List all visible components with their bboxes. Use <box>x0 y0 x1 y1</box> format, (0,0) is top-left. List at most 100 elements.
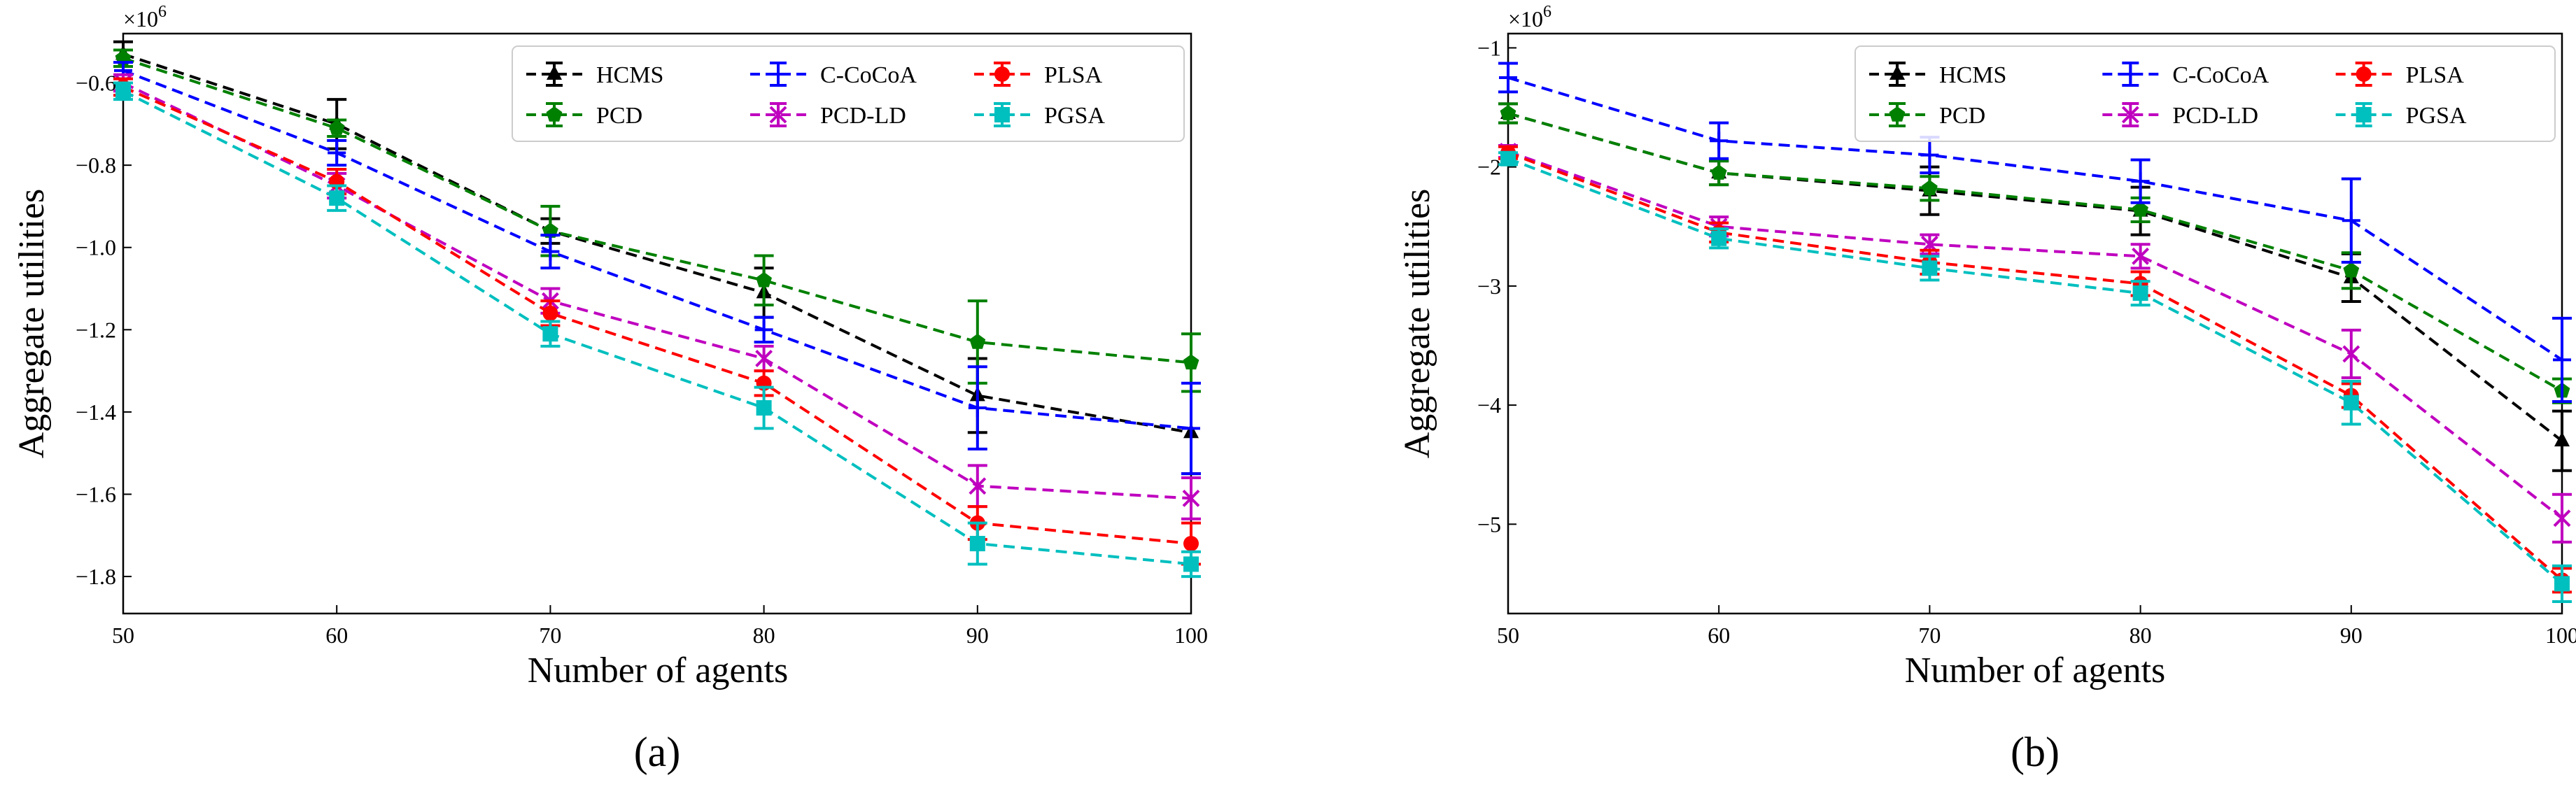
y-tick-label: −2 <box>1477 155 1501 180</box>
data-point <box>2343 262 2360 278</box>
series-line <box>122 85 1192 545</box>
y-tick-label: −1.2 <box>76 317 116 342</box>
data-point <box>756 271 772 288</box>
x-tick-label: 60 <box>325 623 348 648</box>
x-tick-label: 100 <box>1174 623 1208 648</box>
legend-marker <box>994 107 1010 122</box>
legend-marker <box>994 66 1010 82</box>
data-point <box>542 326 558 342</box>
legend-label: C-CoCoA <box>820 62 917 88</box>
series-line <box>1507 76 2563 362</box>
data-point <box>1183 536 1199 552</box>
data-point <box>1922 180 1938 195</box>
y-tick-label: −0.8 <box>76 153 116 178</box>
legend-marker <box>1889 65 1905 80</box>
data-point <box>1710 132 1729 150</box>
series-hcms <box>1498 102 2572 472</box>
legend-marker <box>2356 66 2372 82</box>
chart-panel-b: 50 60 70 80 90 100 −1 −2 −3 −4 −5 ×106 Number of age… <box>1398 3 2576 775</box>
data-point <box>2342 345 2360 363</box>
data-point <box>542 305 558 321</box>
legend-marker <box>2121 106 2139 124</box>
data-point <box>2131 172 2150 191</box>
series-line <box>1507 150 2563 520</box>
y-tick-label: −1 <box>1477 35 1501 60</box>
series-plsa <box>113 77 1201 566</box>
data-point <box>1499 68 1517 87</box>
y-tick-label: −1.4 <box>76 399 116 425</box>
data-point <box>756 400 772 416</box>
data-point <box>2553 350 2571 369</box>
panel-label: (b) <box>2011 729 2060 775</box>
series-line <box>1507 112 2563 392</box>
y-axis: −1 −2 −3 −4 −5 <box>1477 35 1516 537</box>
legend-entry: PLSA <box>2335 62 2464 88</box>
x-tick-label: 80 <box>2130 623 2152 648</box>
x-tick-label: 70 <box>539 623 561 648</box>
panel-label-text: (b) <box>2011 729 2060 775</box>
legend-entry: PGSA <box>2335 102 2467 129</box>
x-tick-label: 70 <box>1918 623 1941 648</box>
series-line <box>122 90 1192 566</box>
legend-label: PGSA <box>2406 103 2467 129</box>
legend-label: PCD-LD <box>820 103 906 129</box>
y-tick-label: −0.6 <box>76 71 116 96</box>
series-c-cocoa <box>1498 62 2572 403</box>
series-plsa <box>1498 145 2572 594</box>
y-tick-label: −4 <box>1477 392 1501 418</box>
y-tick-label: −1.8 <box>76 564 116 589</box>
legend-label: HCMS <box>1939 62 2006 88</box>
y-scale-multiplier: ×106 <box>1508 3 1551 31</box>
legend-entry: HCMS <box>1869 62 2006 88</box>
panel-label-text: (a) <box>634 729 681 775</box>
legend: HCMS PCD C-CoCoA PCD-LD PLSA PGSA <box>512 45 1185 142</box>
y-scale-multiplier-base: ×10 <box>1508 6 1543 31</box>
legend-marker <box>1889 106 1906 122</box>
plot-frame <box>122 32 1192 615</box>
series-line <box>1507 112 2563 442</box>
data-point <box>2132 285 2148 302</box>
y-axis: −0.6 −0.8 −1.0 −1.2 −1.4 −1.6 −1.8 <box>76 71 132 589</box>
data-point <box>329 190 345 206</box>
legend-label: PGSA <box>1044 103 1105 129</box>
legend-label: PLSA <box>1044 62 1103 88</box>
data-point <box>1183 556 1199 572</box>
legend-label: PCD <box>596 103 642 129</box>
y-scale-multiplier-exponent: 6 <box>158 3 167 21</box>
legend: HCMS PCD C-CoCoA PCD-LD PLSA PGSA <box>1854 45 2556 142</box>
data-point <box>328 120 345 135</box>
y-tick-label: −3 <box>1477 274 1501 299</box>
legend-entry: PCD <box>526 102 642 129</box>
data-point <box>1711 230 1727 246</box>
legend-marker <box>2356 107 2372 122</box>
data-point <box>2553 509 2571 527</box>
data-point <box>2132 201 2148 217</box>
data-point <box>1182 419 1200 438</box>
series-line <box>1507 151 2563 581</box>
legend-label: HCMS <box>596 62 663 88</box>
y-tick-label: −5 <box>1477 511 1501 537</box>
y-scale-multiplier-base: ×10 <box>123 6 158 31</box>
data-point <box>1500 150 1516 166</box>
data-point <box>115 83 131 99</box>
series-pcd <box>1498 102 2572 404</box>
y-axis-label: Aggregate utilities <box>1398 189 1437 459</box>
y-scale-multiplier: ×106 <box>123 3 167 31</box>
series-pgsa <box>113 81 1201 579</box>
data-point <box>1922 260 1938 276</box>
x-tick-label: 100 <box>2545 623 2576 648</box>
data-point <box>2342 211 2360 230</box>
data-point <box>969 536 985 552</box>
legend-marker <box>769 65 787 83</box>
data-point <box>754 320 773 339</box>
legend-label: C-CoCoA <box>2172 62 2269 88</box>
data-point <box>755 350 773 367</box>
legend-entry: PCD-LD <box>750 102 906 129</box>
legend-entry: HCMS <box>526 62 663 88</box>
series-line <box>122 81 1192 500</box>
series-line <box>1507 157 2563 585</box>
series-pcd-ld <box>1498 143 2572 544</box>
y-tick-label: −1.0 <box>76 235 116 260</box>
x-tick-label: 50 <box>1497 623 1519 648</box>
